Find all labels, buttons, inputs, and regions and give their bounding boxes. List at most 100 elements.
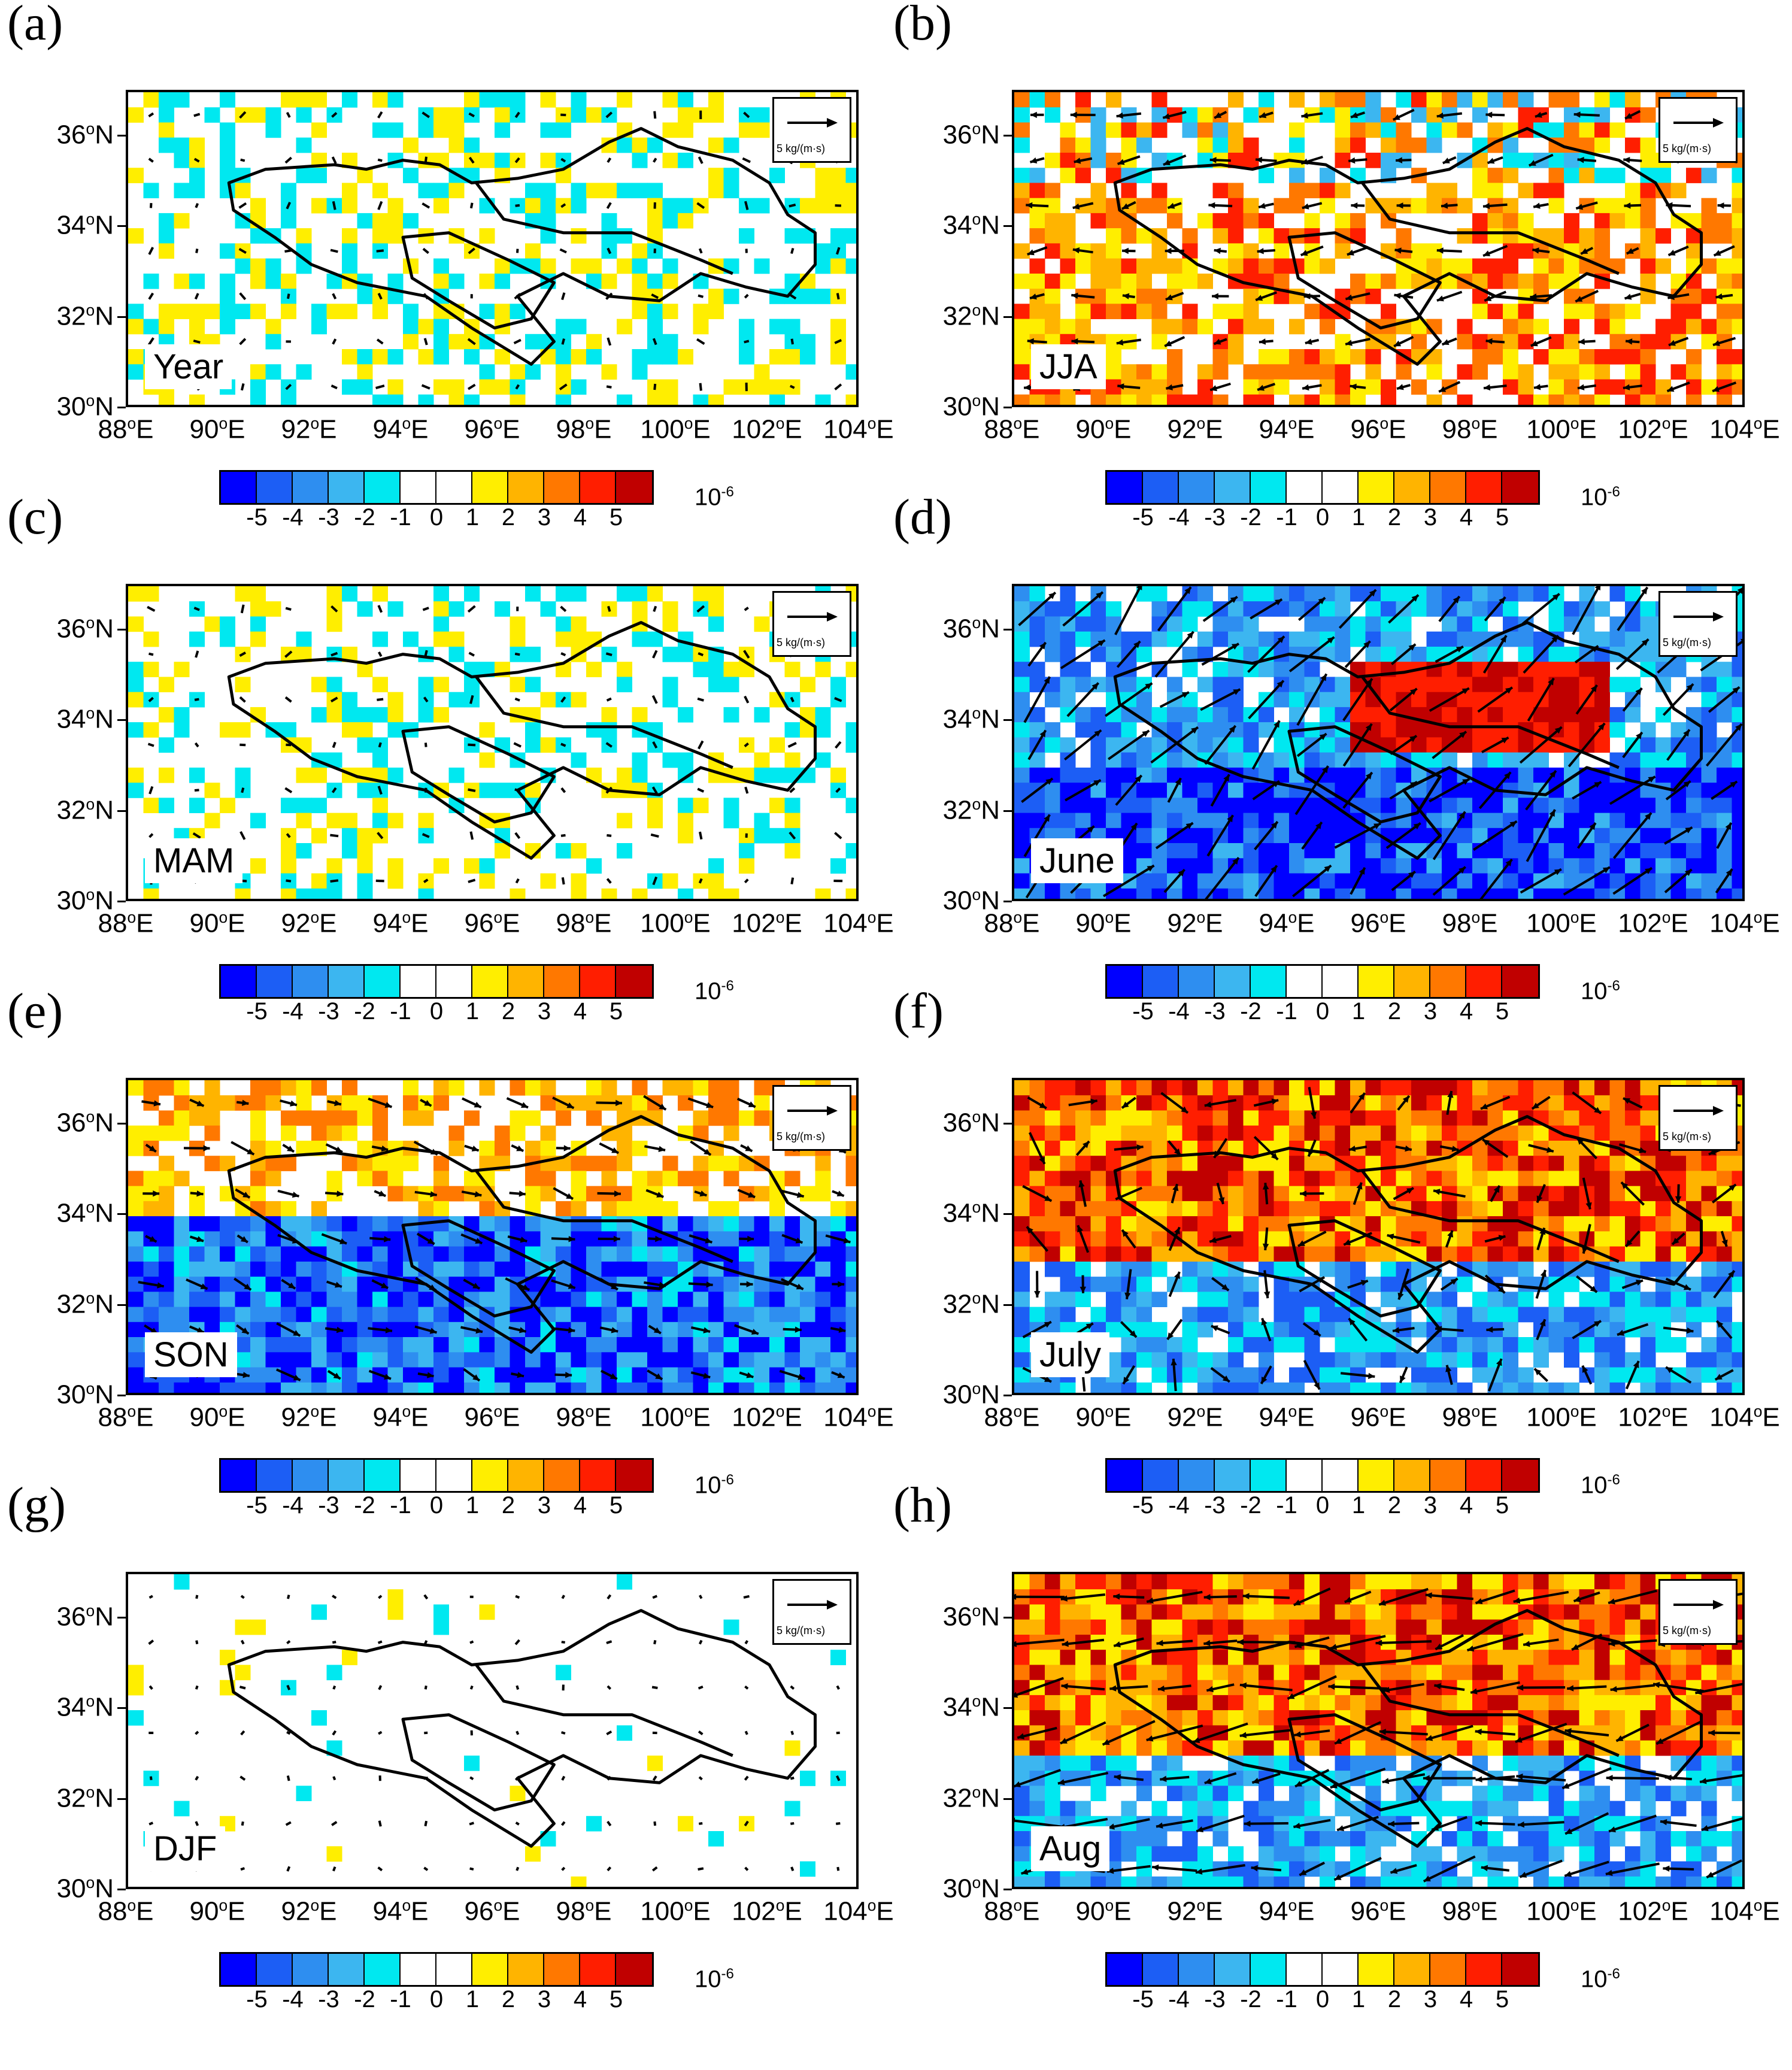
colorbar-cell <box>1466 966 1502 997</box>
x-tick-label: 104oE <box>823 1896 894 1926</box>
colorbar-cell <box>1466 472 1502 503</box>
colorbar-cell <box>580 472 616 503</box>
colorbar-label: -2 <box>1240 504 1262 531</box>
divide-line <box>475 1169 733 1263</box>
y-tick-label: 34oN <box>942 704 1000 734</box>
reference-vector-box: 5 kg/(m·s) <box>772 591 851 657</box>
map-svg <box>1014 1574 1742 1887</box>
y-tick-label: 34oN <box>942 210 1000 240</box>
colorbar-label: 3 <box>1423 1986 1438 2013</box>
colorbar-cell <box>1107 966 1143 997</box>
x-tick-label: 92oE <box>1167 908 1223 938</box>
colorbar-cell <box>257 1460 293 1491</box>
colorbar-label: -3 <box>318 998 339 1025</box>
colorbar-label: 5 <box>609 1986 623 2013</box>
panel-letter: (g) <box>7 1477 66 1533</box>
sub-basin-boundary <box>1287 725 1442 824</box>
colorbar-label: -4 <box>282 504 304 531</box>
y-tick-label: 30oN <box>56 392 114 422</box>
colorbar-cell <box>401 1954 436 1985</box>
panel-aug: (h) 5 kg/(m·s) Aug 30oN 32oN 34oN 36oN 88oE 90oE… <box>886 1477 1780 2013</box>
divide-line <box>1361 1169 1620 1263</box>
y-tick-label: 32oN <box>942 1783 1000 1813</box>
colorbar-label: -2 <box>354 1986 375 2013</box>
colorbar-cell <box>1502 1460 1538 1491</box>
colorbar-cell <box>1107 1460 1143 1491</box>
colorbar-label: -2 <box>354 998 375 1025</box>
colorbar-cell <box>508 966 544 997</box>
colorbar-label: 2 <box>501 998 516 1025</box>
colorbar-cell <box>580 1460 616 1491</box>
x-tick-label: 96oE <box>1350 1896 1406 1926</box>
colorbar-cell <box>1359 966 1394 997</box>
colorbar <box>1105 964 1540 999</box>
colorbar-cell <box>1430 472 1466 503</box>
x-tick-label: 88oE <box>984 1896 1040 1926</box>
colorbar-cell <box>1430 966 1466 997</box>
y-tick-label: 36oN <box>56 613 114 644</box>
colorbar-label: 4 <box>573 998 587 1025</box>
colorbar-label: 5 <box>609 998 623 1025</box>
x-tick-label: 100oE <box>1526 908 1597 938</box>
colorbar-label: 0 <box>1315 1986 1330 2013</box>
colorbar-label: -4 <box>282 1492 304 1519</box>
colorbar-cell <box>1394 1460 1430 1491</box>
colorbar-cell <box>1215 1460 1251 1491</box>
map-plot: 5 kg/(m·s) Aug <box>1012 1572 1745 1889</box>
map-svg <box>1014 92 1742 405</box>
colorbar-label: 3 <box>1423 1492 1438 1519</box>
x-tick-label: 96oE <box>1350 1402 1406 1432</box>
colorbar <box>219 470 654 505</box>
colorbar-cell <box>1215 472 1251 503</box>
y-tick-label: 30oN <box>942 1874 1000 1904</box>
colorbar-label: 1 <box>465 1492 480 1519</box>
colorbar-cell <box>472 1460 508 1491</box>
x-tick-label: 104oE <box>1709 1896 1780 1926</box>
y-tick-label: 32oN <box>56 1289 114 1319</box>
panel-djf: (g) 5 kg/(m·s) DJF 30oN 32oN 34oN 36oN 88oE 90oE… <box>0 1477 894 2013</box>
colorbar-label: -4 <box>1168 1986 1190 2013</box>
flux-vectors <box>148 1594 841 1872</box>
colorbar-cell <box>1251 966 1287 997</box>
x-tick-label: 94oE <box>372 1896 429 1926</box>
x-tick-label: 92oE <box>1167 414 1223 444</box>
colorbar-label: 1 <box>1351 1492 1366 1519</box>
basin-boundary <box>1113 1609 1703 1848</box>
basin-boundary <box>227 1115 817 1354</box>
y-tick <box>1003 316 1012 318</box>
colorbar-cell <box>1323 472 1359 503</box>
x-tick-label: 90oE <box>189 414 245 444</box>
panel-son: (e) 5 kg/(m·s) SON 30oN 32oN 34oN 36oN 88oE 90oE… <box>0 983 894 1519</box>
colorbar-cell <box>472 1954 508 1985</box>
y-tick <box>1003 407 1012 408</box>
x-tick-label: 94oE <box>372 1402 429 1432</box>
x-tick-label: 98oE <box>1442 1896 1498 1926</box>
colorbar-cell <box>329 966 365 997</box>
map-plot: 5 kg/(m·s) June <box>1012 584 1745 901</box>
sub-basin-boundary <box>401 231 556 330</box>
colorbar-label: 4 <box>573 504 587 531</box>
y-tick <box>117 1213 126 1216</box>
x-tick-label: 90oE <box>1075 908 1132 938</box>
basin-boundary <box>1113 621 1703 860</box>
colorbar-cell <box>1287 1954 1323 1985</box>
colorbar-cell <box>1251 1460 1287 1491</box>
colorbar-label: -5 <box>1132 998 1154 1025</box>
colorbar <box>219 1952 654 1987</box>
divide-line <box>1361 181 1620 275</box>
colorbar-cell <box>329 1954 365 1985</box>
colorbar-label: 4 <box>1459 1986 1473 2013</box>
x-tick-label: 98oE <box>1442 1402 1498 1432</box>
colorbar-label: 1 <box>465 998 480 1025</box>
reference-arrow-icon <box>787 612 838 622</box>
colorbar-label: 3 <box>537 998 551 1025</box>
y-tick <box>1003 628 1012 631</box>
map-svg <box>128 586 856 899</box>
panel-letter: (f) <box>893 983 944 1039</box>
x-tick-label: 102oE <box>1618 414 1688 444</box>
panel-letter: (c) <box>7 489 63 545</box>
colorbar-label: -2 <box>354 504 375 531</box>
colorbar-label: -5 <box>246 1986 268 2013</box>
y-tick <box>117 810 126 812</box>
x-tick-label: 94oE <box>1259 1896 1315 1926</box>
